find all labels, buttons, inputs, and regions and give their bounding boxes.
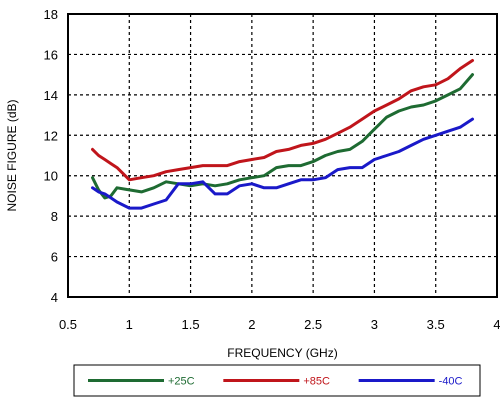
- legend-label: +25C: [168, 376, 195, 388]
- x-tick-label: 1: [126, 317, 133, 332]
- x-axis-label: FREQUENCY (GHz): [227, 346, 337, 360]
- y-tick-label: 6: [51, 250, 58, 265]
- series-lines: [91, 59, 474, 210]
- legend: +25C +85C -40C: [73, 364, 481, 397]
- series-line-85c: [91, 59, 474, 182]
- legend-label: -40C: [439, 376, 463, 388]
- series-line-25c: [91, 73, 474, 200]
- x-tick-label: 3: [371, 317, 378, 332]
- x-tick-label: 1.5: [182, 317, 200, 332]
- y-tick-label: 16: [44, 47, 58, 62]
- x-tick-label: 2.5: [304, 317, 322, 332]
- plot-frame: [67, 13, 498, 298]
- y-tick-labels: 4 6 8 10 12 14 16 18: [44, 7, 58, 305]
- x-tick-labels: 0.5 1 1.5 2 2.5 3 3.5 4: [59, 317, 500, 332]
- x-tick-label: 3.5: [427, 317, 445, 332]
- y-axis-label: NOISE FIGURE (dB): [5, 99, 19, 211]
- y-tick-label: 8: [51, 209, 58, 224]
- y-tick-label: 10: [44, 169, 58, 184]
- y-tick-label: 14: [44, 88, 58, 103]
- y-tick-label: 4: [51, 290, 58, 305]
- series-line-40c: [91, 117, 474, 210]
- y-tick-label: 12: [44, 128, 58, 143]
- y-tick-label: 18: [44, 7, 58, 22]
- x-tick-label: 2: [248, 317, 255, 332]
- x-tick-label: 4: [493, 317, 500, 332]
- legend-label: +85C: [303, 376, 330, 388]
- grid: [68, 14, 497, 297]
- x-tick-label: 0.5: [59, 317, 77, 332]
